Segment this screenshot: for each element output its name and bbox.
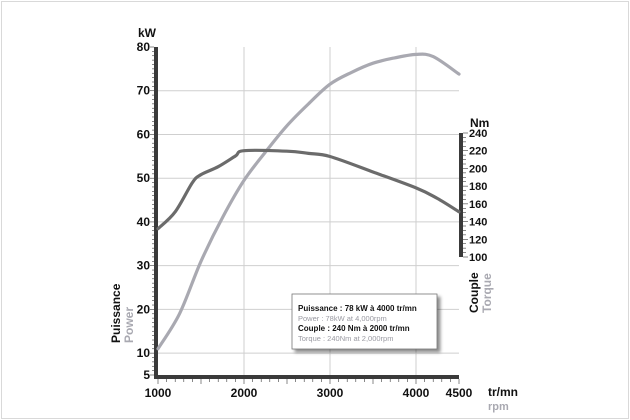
left-tick-label: 5 (143, 368, 150, 382)
left-tick-label: 10 (137, 346, 151, 360)
left-axis-bar (154, 47, 158, 375)
right-tick-label: 240 (469, 128, 487, 140)
x-tick-label: 4500 (446, 386, 473, 400)
legend-box (291, 293, 438, 350)
right-axis-bar (459, 133, 463, 257)
torque-curve (156, 148, 461, 231)
right-axis-label-primary: Couple (467, 272, 481, 313)
x-tick-label: 2000 (231, 386, 258, 400)
left-tick-label: 50 (137, 171, 151, 185)
right-tick-label: 200 (469, 163, 487, 175)
axes: 5 10 20 30 40 50 60 70 80 100 120 140 160 180 200 220 24… (137, 40, 488, 400)
x-axis-bar (154, 375, 459, 379)
right-tick-label: 180 (469, 181, 487, 193)
left-tick-label: 40 (137, 215, 151, 229)
x-tick-label: 3000 (317, 386, 344, 400)
x-axis-unit-secondary: rpm (488, 401, 509, 413)
left-axis-unit: kW (138, 26, 157, 40)
left-tick-label: 30 (137, 259, 151, 273)
left-tick-label: 60 (137, 127, 151, 141)
right-tick-label: 160 (469, 199, 487, 211)
left-axis-label-primary: Puissance (109, 283, 123, 343)
legend-line-3: Couple : 240 Nm à 2000 tr/mn (298, 324, 410, 333)
legend: Puissance : 78 kW à 4000 tr/mn Power : 7… (291, 293, 438, 350)
right-axis-unit: Nm (470, 116, 489, 130)
left-tick-label: 80 (137, 40, 151, 54)
legend-line-2: Power : 78kW at 4,000rpm (298, 314, 387, 323)
right-tick-label: 120 (469, 234, 487, 246)
right-tick-label: 140 (469, 217, 487, 229)
x-tick-label: 4000 (403, 386, 430, 400)
legend-line-4: Torque : 240Nm at 2,000rpm (298, 334, 393, 343)
axis-labels: kW Nm tr/mn rpm Puissance Power Couple T… (109, 26, 518, 413)
left-tick-label: 70 (137, 84, 151, 98)
power-curve (156, 52, 461, 351)
x-axis-unit-primary: tr/mn (488, 385, 518, 399)
right-axis-label-secondary: Torque (480, 273, 494, 313)
series-lines (156, 52, 461, 351)
right-tick-label: 100 (469, 252, 487, 264)
left-axis-label-secondary: Power (122, 307, 136, 343)
left-tick-label: 20 (137, 302, 151, 316)
x-tick-label: 1000 (145, 386, 172, 400)
legend-line-1: Puissance : 78 kW à 4000 tr/mn (298, 304, 417, 313)
right-tick-label: 220 (469, 146, 487, 158)
